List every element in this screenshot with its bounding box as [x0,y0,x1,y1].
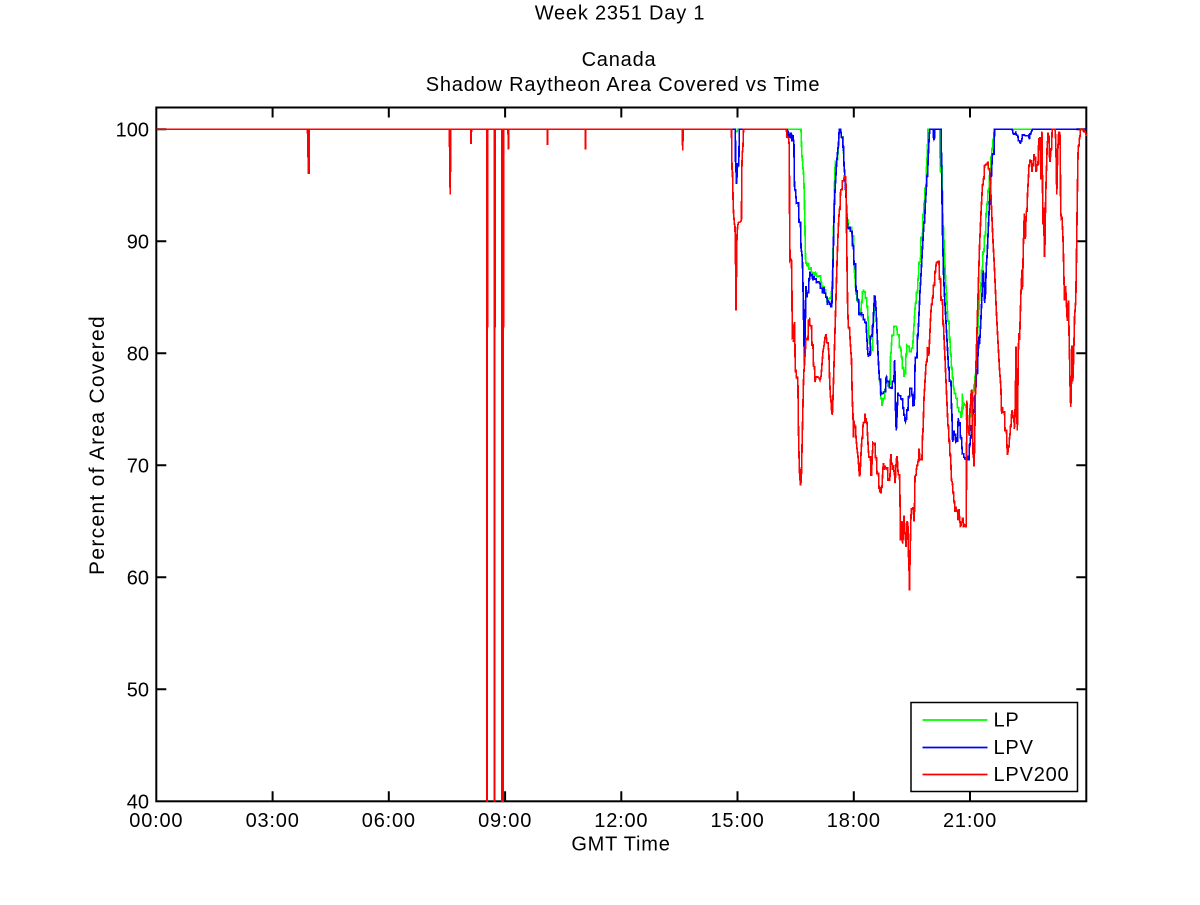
svg-text:15:00: 15:00 [710,810,764,832]
svg-text:50: 50 [127,679,149,701]
svg-text:70: 70 [127,455,149,477]
svg-text:06:00: 06:00 [362,810,416,832]
svg-text:60: 60 [127,567,149,589]
svg-text:GMT Time: GMT Time [571,834,670,856]
svg-text:00:00: 00:00 [129,810,183,832]
svg-text:40: 40 [127,791,149,813]
svg-text:LP: LP [994,710,1020,732]
svg-text:03:00: 03:00 [246,810,300,832]
svg-text:90: 90 [127,231,149,253]
svg-text:18:00: 18:00 [827,810,881,832]
svg-text:Percent of Area Covered: Percent of Area Covered [86,315,109,575]
svg-text:Week 2351 Day 1: Week 2351 Day 1 [535,3,706,25]
svg-text:Shadow Raytheon Area Covered v: Shadow Raytheon Area Covered vs Time [426,74,821,96]
svg-text:LPV: LPV [994,737,1034,759]
svg-text:09:00: 09:00 [478,810,532,832]
svg-text:LPV200: LPV200 [994,764,1070,786]
svg-text:12:00: 12:00 [594,810,648,832]
svg-text:80: 80 [127,343,149,365]
svg-text:Canada: Canada [582,49,657,71]
svg-text:21:00: 21:00 [943,810,997,832]
svg-text:100: 100 [116,119,149,141]
